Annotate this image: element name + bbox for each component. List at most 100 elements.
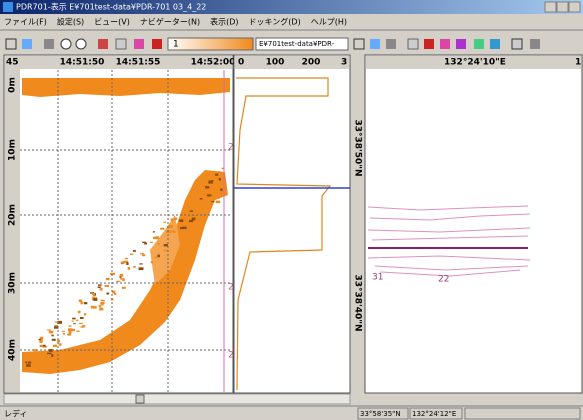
tool-button[interactable] <box>408 39 418 49</box>
echo-dot <box>99 305 102 308</box>
minimize-button[interactable] <box>545 2 556 12</box>
echo-dot <box>197 195 199 198</box>
echo-dot <box>47 353 52 355</box>
echo-dot <box>51 335 53 337</box>
echo-dot <box>59 343 62 345</box>
echo-dot <box>174 218 177 220</box>
echo-dot <box>120 278 122 279</box>
echo-dot <box>151 261 153 263</box>
tool-button[interactable] <box>440 39 450 49</box>
echo-dot <box>218 171 220 173</box>
echo-dot <box>182 227 186 229</box>
echo-dot <box>79 323 83 324</box>
echo-dot <box>78 311 81 313</box>
status-lon: 132°24'12"E <box>412 410 456 418</box>
echo-dot <box>80 303 82 305</box>
depth-label: 10m <box>8 139 18 161</box>
echo-dot <box>69 325 72 326</box>
tool-button[interactable] <box>386 39 396 49</box>
echo-dot <box>47 329 51 330</box>
longitude-label: 132°24'10"E <box>444 58 506 68</box>
echo-dot <box>39 339 42 341</box>
tool-button[interactable] <box>134 39 144 49</box>
profile-axis-label: 3 <box>341 58 347 68</box>
marker: 2 <box>228 283 234 293</box>
echo-dot <box>80 317 84 319</box>
echo-dot <box>220 189 222 191</box>
tool-button[interactable] <box>152 39 162 49</box>
tool-button[interactable] <box>98 39 108 49</box>
echo-dot <box>26 364 30 367</box>
echo-dot <box>185 218 188 221</box>
echo-dot <box>179 236 181 238</box>
echo-dot <box>98 284 102 285</box>
echo-dot <box>215 174 218 176</box>
echo-dot <box>198 202 200 203</box>
echo-dot <box>125 258 128 259</box>
menu-item[interactable]: 設定(S) <box>57 17 84 27</box>
menu-item[interactable]: ヘルプ(H) <box>311 18 347 27</box>
echo-dot <box>193 209 197 211</box>
menu-item[interactable]: 表示(D) <box>210 17 238 27</box>
echo-dot <box>51 354 53 357</box>
tool-button[interactable] <box>370 39 380 49</box>
echo-dot <box>72 321 74 322</box>
marker: 2 <box>228 143 234 153</box>
tool-button[interactable] <box>424 39 434 49</box>
echo-dot <box>84 302 88 304</box>
surface-echo <box>22 78 230 97</box>
depth-label: 20m <box>8 204 18 226</box>
menu-item[interactable]: ナビゲーター(N) <box>140 17 200 27</box>
tool-button[interactable] <box>474 39 484 49</box>
echo-dot <box>40 345 43 347</box>
tool-button[interactable] <box>61 39 71 49</box>
echo-dot <box>57 340 60 343</box>
tool-button[interactable] <box>116 39 126 49</box>
status-ready: レディ <box>4 409 27 419</box>
profile-header <box>235 56 349 69</box>
menu-item[interactable]: ファイル(F) <box>4 18 47 27</box>
echo-dot <box>120 274 123 277</box>
echo-dot <box>76 331 79 332</box>
echo-dot <box>190 210 193 212</box>
echo-dot <box>139 267 144 270</box>
menu-item[interactable]: ビュー(V) <box>94 18 130 27</box>
echo-dot <box>43 345 46 347</box>
track-label: 31 <box>372 273 383 283</box>
time-label: 14:51:50 <box>60 58 105 68</box>
scrollbar[interactable] <box>4 394 350 404</box>
echo-dot <box>157 243 160 244</box>
close-button[interactable] <box>569 2 580 12</box>
app-window: PDR701-表示 E¥701test-data¥PDR-701 03_4_22… <box>0 0 583 420</box>
echo-dot <box>28 362 31 364</box>
profile-axis-label: 200 <box>302 58 321 68</box>
status-lat: 33°58'35"N <box>360 410 401 418</box>
map-panel <box>365 55 582 393</box>
maximize-button[interactable] <box>557 2 568 12</box>
tool-button[interactable] <box>22 39 32 49</box>
echo-dot <box>128 267 130 270</box>
echo-dot <box>31 366 34 367</box>
echo-dot <box>84 313 86 315</box>
tool-button[interactable] <box>456 39 466 49</box>
time-label: 14:52:00 <box>191 58 236 68</box>
echo-dot <box>121 261 125 263</box>
echo-dot <box>72 318 76 320</box>
scroll-thumb[interactable] <box>136 395 144 403</box>
tool-button[interactable] <box>44 39 54 49</box>
tool-button[interactable] <box>490 39 500 49</box>
menu-item[interactable]: ドッキング(D) <box>249 17 301 27</box>
profile-axis-label: 0 <box>238 58 244 68</box>
echo-dot <box>157 255 160 258</box>
echo-dot <box>166 231 171 233</box>
color-level-bar[interactable] <box>168 38 253 50</box>
tool-button[interactable] <box>512 39 522 49</box>
echo-dot <box>163 222 166 223</box>
tool-button[interactable] <box>530 39 540 49</box>
echo-dot <box>38 356 43 359</box>
echo-dot <box>219 178 221 181</box>
map-corner-label: 1 <box>575 58 581 68</box>
latitude-label: 33°38'40"N <box>353 274 363 331</box>
tool-button[interactable] <box>76 39 86 49</box>
echo-dot <box>216 201 221 203</box>
